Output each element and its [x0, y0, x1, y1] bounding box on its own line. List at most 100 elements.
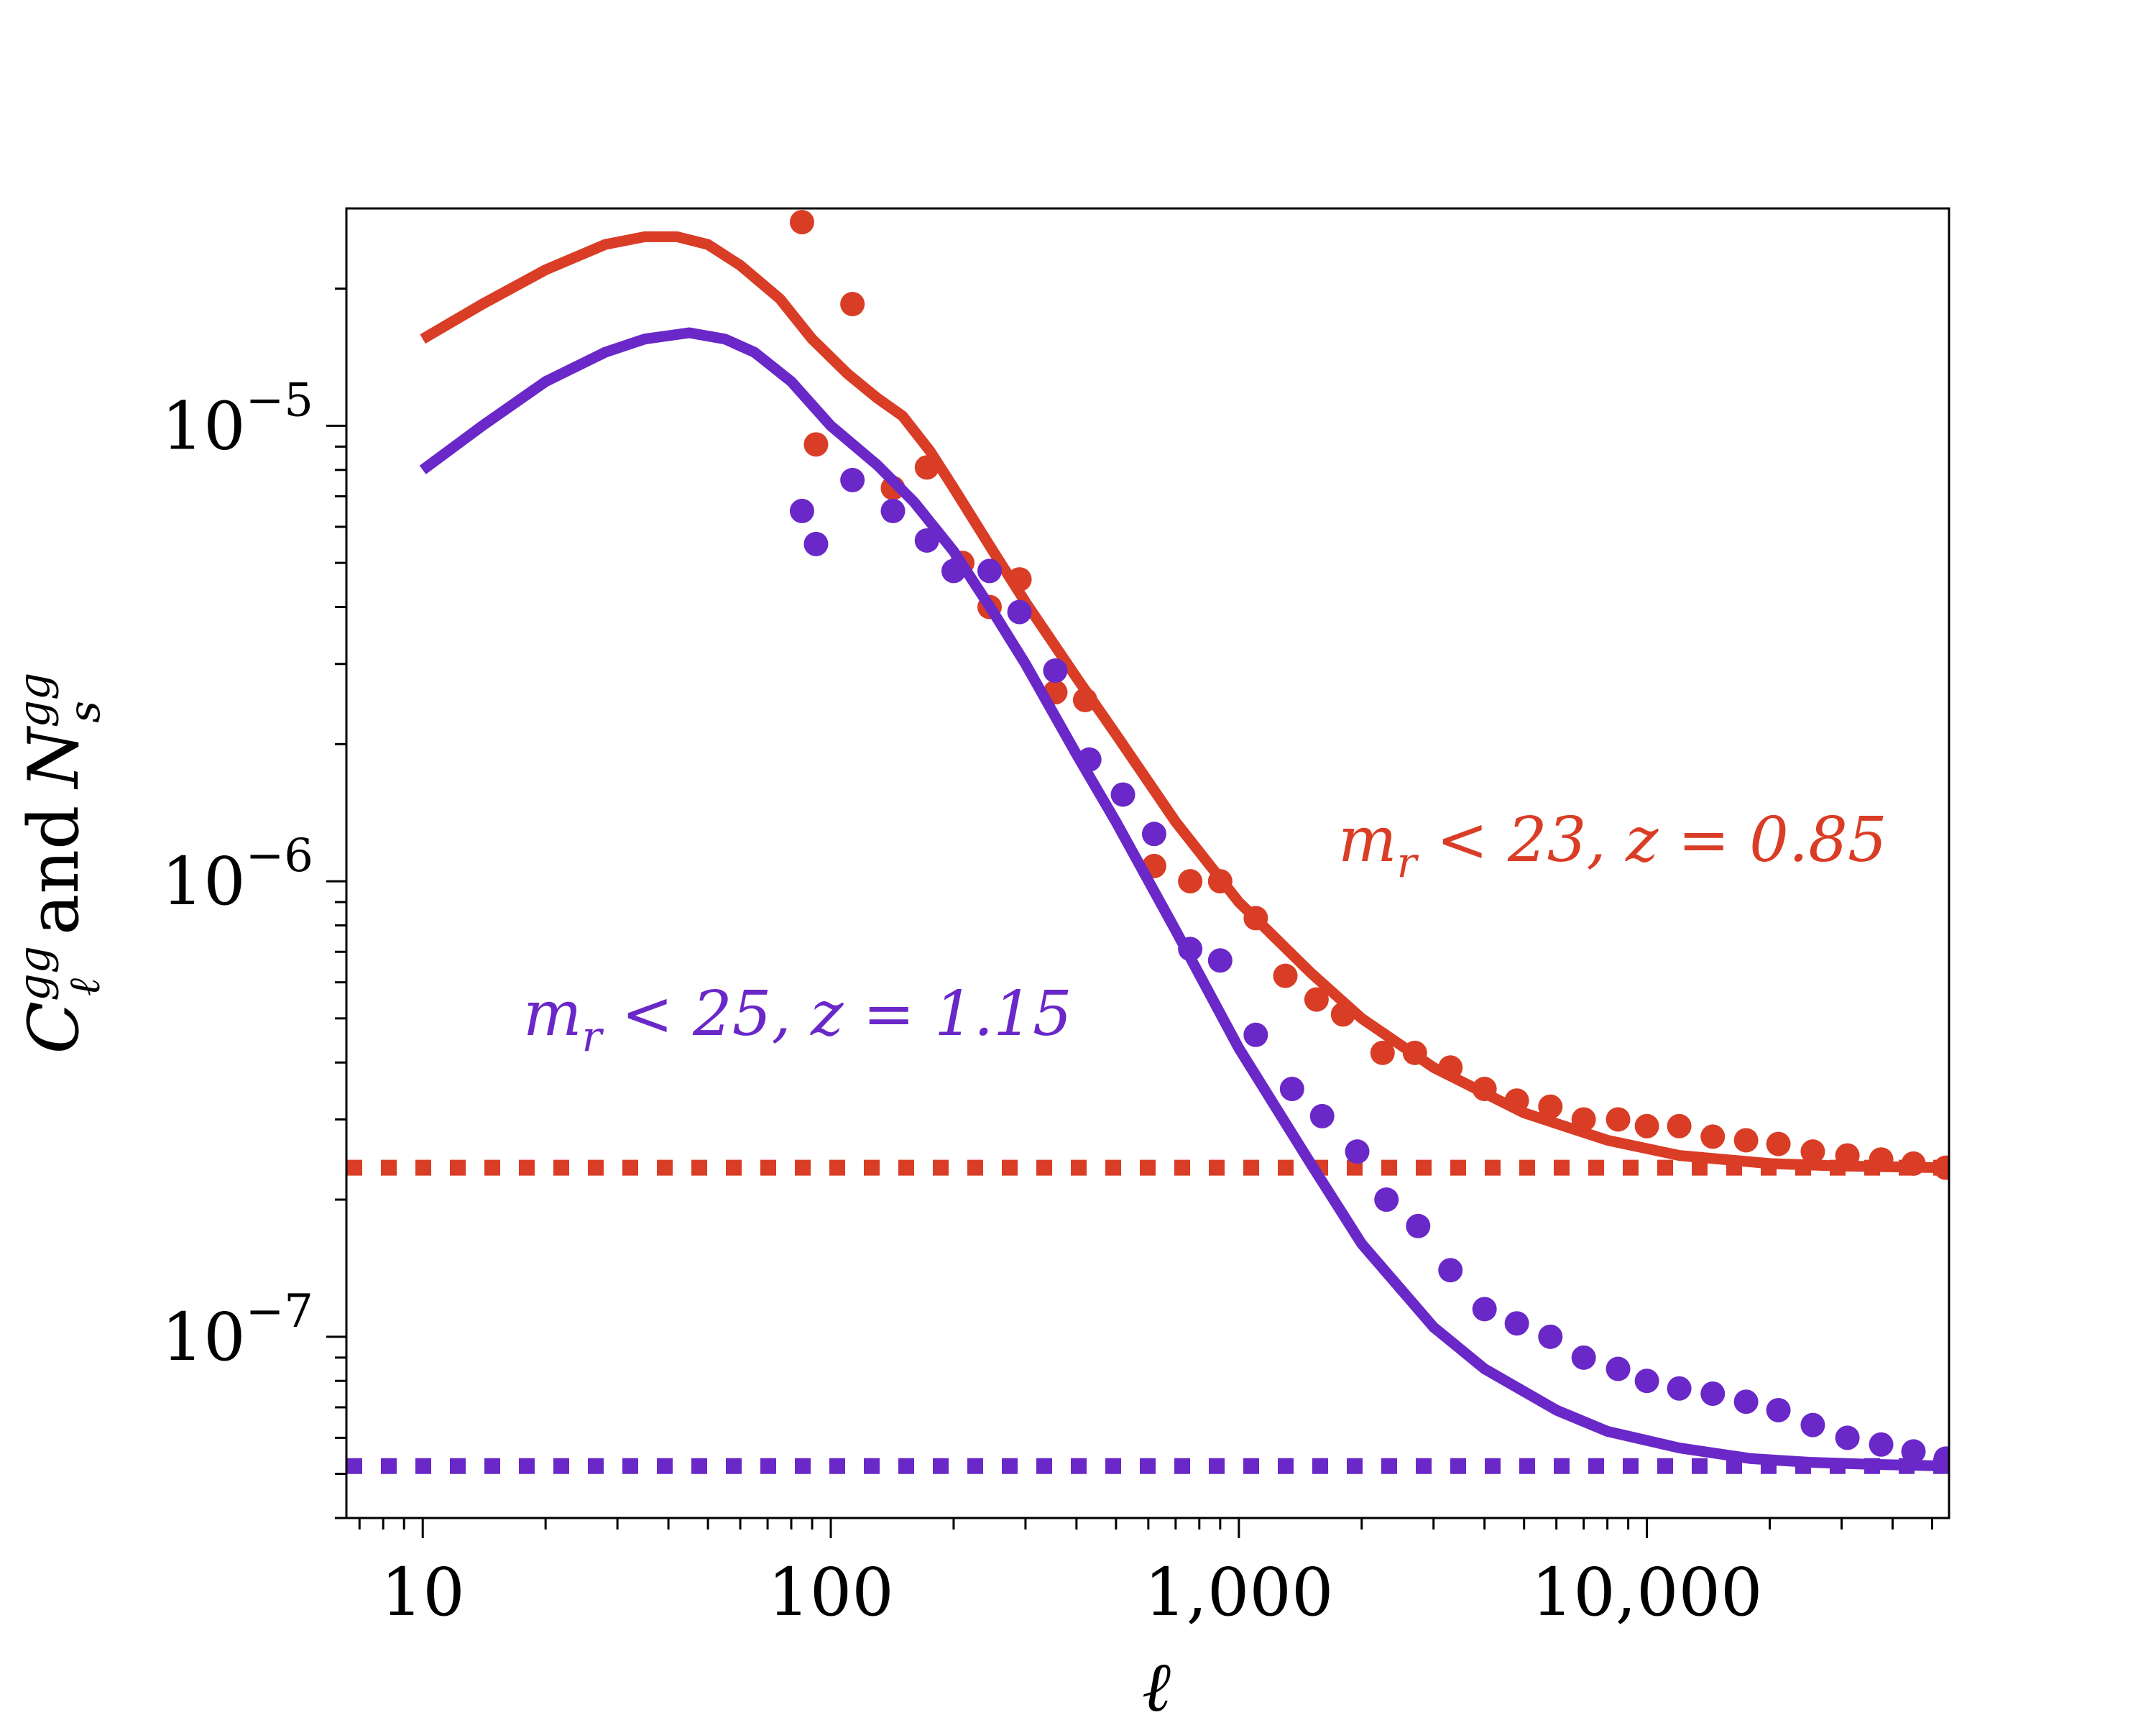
data-point-mr25 [1279, 1077, 1304, 1102]
y-tick-base: 10 [162, 1299, 246, 1376]
data-point-mr23 [1370, 1040, 1395, 1065]
data-point-mr25 [1901, 1439, 1926, 1464]
model-curve-mr25 [419, 327, 1949, 1472]
data-point-mr25 [1800, 1412, 1825, 1438]
data-point-mr23 [1733, 1128, 1759, 1153]
data-point-mr23 [1667, 1113, 1692, 1138]
data-point-mr23 [840, 292, 865, 317]
annotation-mr25: mr < 25, z = 1.15 [523, 978, 1072, 1061]
data-point-mr23 [1402, 1040, 1427, 1065]
data-point-mr25 [1243, 1022, 1268, 1047]
data-point-mr25 [1438, 1258, 1463, 1283]
data-point-mr23 [1835, 1143, 1860, 1168]
y-title-c-sup: gg [9, 946, 60, 1001]
data-point-mr23 [1571, 1107, 1596, 1132]
y-axis-title-text: CggℓandNggs [9, 673, 110, 1054]
y-axis-title: CggℓandNggs [9, 673, 110, 1054]
y-tick-exponent: −7 [246, 1285, 313, 1338]
data-point-mr25 [1933, 1446, 1949, 1471]
data-point-mr25 [1700, 1381, 1726, 1406]
series-mr25 [346, 327, 1949, 1474]
data-point-mr23 [1869, 1147, 1894, 1172]
y-tick-exponent: −6 [246, 829, 313, 883]
data-point-mr25 [1869, 1432, 1894, 1457]
data-point-mr25 [1309, 1103, 1335, 1128]
data-point-mr23 [1606, 1107, 1631, 1132]
data-point-mr23 [789, 209, 814, 234]
y-tick-exponent: −5 [246, 374, 313, 427]
data-point-mr25 [789, 498, 814, 523]
annotation-m: m [1338, 804, 1397, 876]
data-point-mr23 [1273, 963, 1298, 988]
data-point-mr25 [1504, 1311, 1529, 1336]
data-point-mr23 [1472, 1077, 1497, 1102]
y-title-c-sub: ℓ [60, 978, 110, 996]
annotation-rest: < 25, z = 1.15 [602, 978, 1072, 1050]
y-tick-base: 10 [162, 843, 246, 920]
data-point-mr23 [1072, 687, 1097, 712]
data-point-mr25 [1634, 1368, 1659, 1394]
data-point-mr25 [1110, 782, 1135, 807]
x-tick-label: 10,000 [1531, 1554, 1763, 1631]
data-point-mr25 [1538, 1324, 1563, 1349]
data-point-mr23 [1504, 1088, 1529, 1113]
y-title-c: C [14, 1001, 94, 1054]
y-title-n: N [14, 726, 94, 790]
data-point-mr25 [1733, 1389, 1759, 1414]
data-point-mr25 [977, 558, 1002, 584]
data-point-mr25 [803, 531, 829, 556]
data-point-mr25 [1766, 1397, 1791, 1422]
data-point-mr23 [1178, 869, 1203, 894]
annotation-mr23: mr < 23, z = 0.85 [1338, 804, 1887, 887]
data-point-mr23 [1007, 567, 1032, 592]
y-tick-label: 10−7 [162, 1285, 313, 1376]
data-point-mr25 [1141, 822, 1166, 847]
data-point-mr25 [1043, 658, 1068, 684]
data-point-mr23 [1207, 869, 1233, 894]
y-tick-label: 10−5 [162, 374, 313, 464]
data-point-mr25 [1472, 1297, 1497, 1322]
data-point-mr25 [840, 467, 865, 492]
data-point-mr25 [1835, 1425, 1860, 1450]
data-point-mr25 [1207, 948, 1233, 973]
x-tick-label: 10 [381, 1554, 465, 1631]
data-point-mr23 [1800, 1139, 1825, 1164]
data-point-mr23 [1304, 987, 1329, 1012]
data-point-mr25 [1406, 1213, 1431, 1238]
data-point-mr25 [1374, 1187, 1399, 1213]
data-point-mr25 [880, 498, 906, 523]
y-title-and: and [14, 806, 94, 936]
data-point-mr25 [1345, 1139, 1370, 1164]
data-point-mr23 [1700, 1124, 1726, 1149]
data-point-mr25 [1178, 937, 1203, 962]
data-point-mr23 [1438, 1055, 1463, 1080]
model-curve-mr23 [420, 231, 1949, 1174]
data-point-mr25 [1606, 1356, 1631, 1381]
data-point-mr23 [1330, 1002, 1355, 1027]
data-point-mr25 [1667, 1376, 1692, 1401]
data-point-mr23 [1538, 1094, 1563, 1119]
y-tick-base: 10 [162, 387, 246, 464]
data-point-mr23 [803, 432, 829, 457]
data-point-mr23 [1766, 1131, 1791, 1156]
data-point-mr23 [1933, 1155, 1949, 1180]
x-tick-label: 1,000 [1144, 1554, 1333, 1631]
annotation-m: m [523, 978, 582, 1050]
data-point-mr25 [1007, 599, 1032, 625]
annotation-sub: r [582, 1012, 604, 1061]
data-point-mr25 [1571, 1345, 1596, 1370]
data-point-mr23 [914, 455, 939, 480]
data-point-mr23 [1901, 1151, 1926, 1176]
x-tick-label: 100 [768, 1554, 894, 1631]
x-axis-title: ℓ [1142, 1647, 1171, 1725]
annotation-rest: < 23, z = 0.85 [1416, 804, 1886, 876]
y-title-n-sup: gg [9, 673, 60, 728]
annotation-sub: r [1397, 838, 1419, 887]
y-tick-label: 10−6 [162, 829, 313, 920]
data-point-mr23 [1243, 906, 1268, 931]
data-point-mr25 [1077, 747, 1102, 772]
data-point-mr25 [941, 558, 966, 584]
